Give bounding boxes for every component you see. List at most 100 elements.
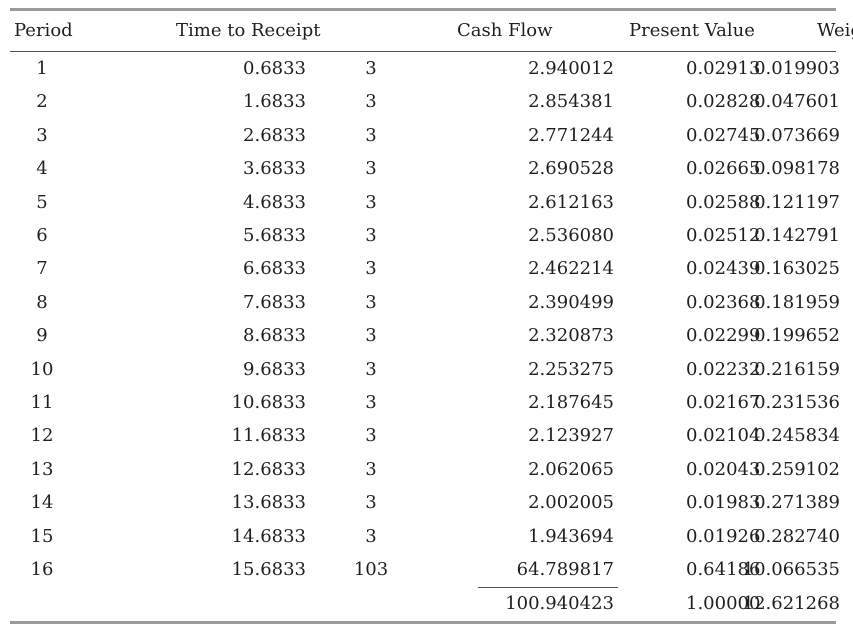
- table-row: 6 5.6833 3 2.536080 0.02512 0.142791: [10, 219, 840, 252]
- cell-weight-value: 0.02913: [686, 58, 761, 79]
- table-row: 3 2.6833 3 2.771244 0.02745 0.073669: [10, 119, 840, 152]
- cell-weight-value: 0.02512: [686, 225, 761, 247]
- cell-present-value-value: 64.789817: [516, 559, 614, 581]
- cell-cash-flow: 3: [306, 419, 436, 452]
- table-row: 11 10.6833 3 2.187645 0.02167 0.231536: [10, 386, 840, 419]
- cell-cash-flow: 3: [306, 386, 436, 419]
- cell-time-to-receipt: 10.6833: [78, 386, 306, 419]
- total-present-value: 100.940423: [505, 592, 614, 614]
- cell-present-value: 2.771244: [436, 119, 614, 152]
- cell-weight-value: 0.02439: [686, 258, 761, 280]
- cell-time-times-weight: 0.142791: [754, 225, 840, 247]
- cell-time-to-receipt: 9.6833: [78, 353, 306, 386]
- cell-cash-flow-value: 3: [365, 392, 377, 414]
- totals-time-cell: [78, 587, 306, 621]
- cell-weight-value: 0.02588: [686, 191, 761, 213]
- totals-period-cell: [10, 587, 78, 621]
- cell-time-to-receipt: 11.6833: [78, 419, 306, 452]
- table-row: 10 9.6833 3 2.253275 0.02232 0.216159: [10, 353, 840, 386]
- cell-present-value-value: 2.462214: [528, 258, 614, 280]
- cell-weight-value: 0.02368: [686, 291, 761, 313]
- cell-period: 9: [36, 325, 48, 347]
- cell-cash-flow: 3: [306, 486, 436, 519]
- table-row: 4 3.6833 3 2.690528 0.02665 0.098178: [10, 152, 840, 185]
- cell-cash-flow-value: 3: [365, 291, 377, 313]
- cell-present-value: 2.187645: [436, 386, 614, 419]
- cell-weight-value: 0.02104: [686, 425, 761, 447]
- cell-time-to-receipt: 14.6833: [78, 520, 306, 553]
- cell-weight: 0.02913: [614, 52, 761, 85]
- duration-table-body: 1 0.6833 3 2.940012 0.02913 0.019903 2 1.6833 3 2…: [10, 52, 840, 621]
- table-row: 5 4.6833 3 2.612163 0.02588 0.121197: [10, 186, 840, 219]
- cell-time-to-receipt: 5.6833: [78, 219, 306, 252]
- cell-weight-value: 0.01983: [686, 492, 761, 514]
- cell-cash-flow: 103: [306, 553, 436, 586]
- table-row: 7 6.6833 3 2.462214 0.02439 0.163025: [10, 252, 840, 285]
- cell-period: 5: [36, 191, 48, 213]
- table-row: 16 15.6833 103 64.789817 0.64186 10.066535: [10, 553, 840, 586]
- cell-period: 6: [36, 225, 48, 247]
- cell-time-to-receipt: 3.6833: [78, 152, 306, 185]
- cell-time-to-receipt-value: 3.6833: [243, 158, 306, 180]
- cell-cash-flow: 3: [306, 85, 436, 118]
- cell-cash-flow-value: 3: [365, 158, 377, 180]
- cell-cash-flow-value: 3: [365, 425, 377, 447]
- cell-time-to-receipt: 6.6833: [78, 252, 306, 285]
- cell-weight-value: 0.02665: [686, 158, 761, 180]
- cell-present-value: 2.123927: [436, 419, 614, 452]
- cell-time-to-receipt: 0.6833: [78, 52, 306, 85]
- table-row: 12 11.6833 3 2.123927 0.02104 0.245834: [10, 419, 840, 452]
- header-present-value: Present Value: [629, 20, 755, 41]
- cell-time-times-weight: 0.231536: [754, 392, 840, 414]
- cell-time-to-receipt-value: 12.6833: [231, 458, 306, 480]
- totals-cash-cell: [306, 587, 436, 621]
- cell-cash-flow: 3: [306, 353, 436, 386]
- cell-cash-flow: 3: [306, 119, 436, 152]
- header-period: Period: [14, 20, 73, 41]
- table-row: 1 0.6833 3 2.940012 0.02913 0.019903: [10, 52, 840, 85]
- table-row: 9 8.6833 3 2.320873 0.02299 0.199652: [10, 319, 840, 352]
- cell-cash-flow-value: 3: [365, 91, 377, 113]
- cell-weight-value: 0.01926: [686, 525, 761, 547]
- cell-period: 1: [36, 58, 48, 79]
- cell-cash-flow: 3: [306, 286, 436, 319]
- cell-cash-flow: 3: [306, 252, 436, 285]
- cell-time-times-weight: 0.047601: [754, 91, 840, 113]
- cell-cash-flow: 3: [306, 453, 436, 486]
- cell-weight: 0.02368: [614, 286, 761, 319]
- cell-present-value-value: 2.536080: [528, 225, 614, 247]
- cell-weight: 0.02299: [614, 319, 760, 352]
- cell-weight: 0.02104: [614, 419, 761, 452]
- cell-present-value: 2.320873: [436, 319, 614, 352]
- table-top-rule: [10, 8, 836, 11]
- cell-present-value-value: 2.771244: [528, 124, 614, 146]
- cell-present-value-value: 2.940012: [528, 58, 614, 79]
- cell-period: 8: [36, 291, 48, 313]
- cell-time-to-receipt: 12.6833: [78, 453, 306, 486]
- cell-present-value-value: 2.390499: [528, 291, 614, 313]
- cell-cash-flow: 3: [306, 319, 436, 352]
- totals-rule: [478, 586, 618, 588]
- cell-present-value-value: 2.062065: [528, 458, 614, 480]
- cell-cash-flow: 3: [306, 52, 436, 85]
- table-row: 13 12.6833 3 2.062065 0.02043 0.259102: [10, 453, 840, 486]
- cell-time-times-weight: 0.121197: [754, 191, 840, 213]
- cell-cash-flow: 3: [306, 219, 436, 252]
- cell-time-to-receipt-value: 7.6833: [243, 291, 306, 313]
- cell-cash-flow-value: 3: [365, 258, 377, 280]
- table-row: 8 7.6833 3 2.390499 0.02368 0.181959: [10, 286, 840, 319]
- cell-weight: 0.64186: [614, 553, 760, 586]
- cell-time-times-weight: 0.259102: [754, 458, 840, 480]
- header-row: Period Time to Receipt Cash Flow Present…: [10, 11, 853, 51]
- cell-time-times-weight: 0.216159: [754, 358, 840, 380]
- cell-weight-value: 0.02167: [686, 392, 761, 414]
- cell-time-times-weight: 0.245834: [754, 425, 840, 447]
- cell-time-to-receipt-value: 2.6833: [243, 124, 306, 146]
- cell-present-value-value: 2.612163: [528, 191, 614, 213]
- duration-table-container: Period Time to Receipt Cash Flow Present…: [10, 8, 853, 624]
- cell-weight: 0.02745: [614, 119, 760, 152]
- cell-weight: 0.02167: [614, 386, 761, 419]
- cell-time-to-receipt-value: 6.6833: [243, 258, 306, 280]
- totals-present-value-cell: 100.940423: [436, 586, 618, 621]
- cell-period: 13: [30, 458, 54, 480]
